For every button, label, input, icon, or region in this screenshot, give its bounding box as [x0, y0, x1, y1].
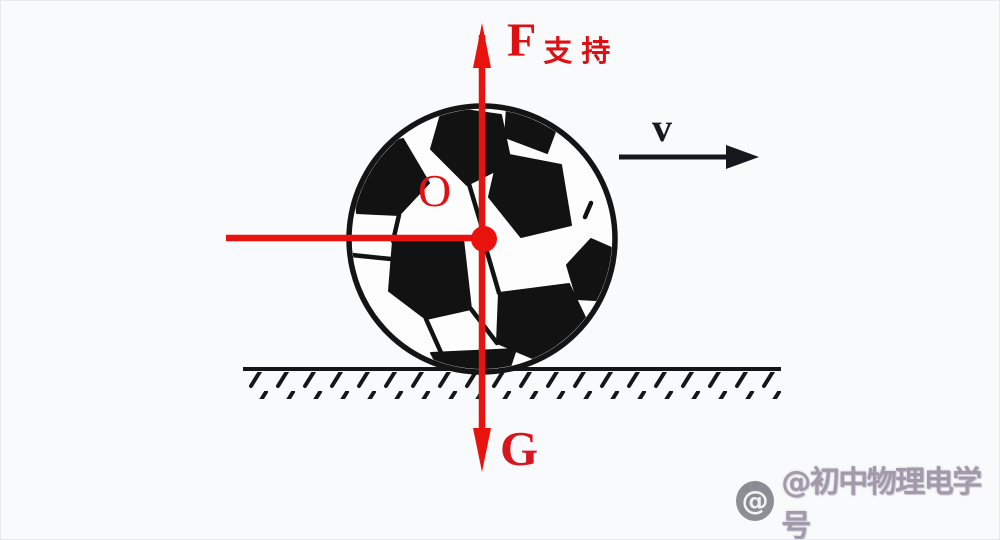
ground-hatching	[249, 372, 781, 399]
at-badge-icon: @	[736, 481, 775, 521]
watermark-text: @初中物理电学号	[781, 465, 982, 540]
watermark: @ @初中物理电学号	[736, 465, 999, 539]
velocity-label: v	[652, 105, 672, 150]
velocity-arrow	[619, 145, 759, 169]
gravity-arrowhead	[473, 428, 491, 472]
soccer-ball	[346, 103, 618, 375]
force-vectors	[226, 23, 497, 472]
support-force-symbol: F	[507, 14, 537, 67]
ball-pattern	[352, 109, 612, 369]
gravity-label: G	[500, 421, 539, 476]
support-force-arrowhead	[473, 23, 491, 68]
support-force-label: F 支持	[507, 14, 620, 68]
center-point-label: O	[418, 165, 452, 216]
velocity-arrowhead	[726, 145, 759, 169]
center-point-dot	[471, 226, 497, 252]
support-force-subscript: 支持	[543, 36, 620, 68]
